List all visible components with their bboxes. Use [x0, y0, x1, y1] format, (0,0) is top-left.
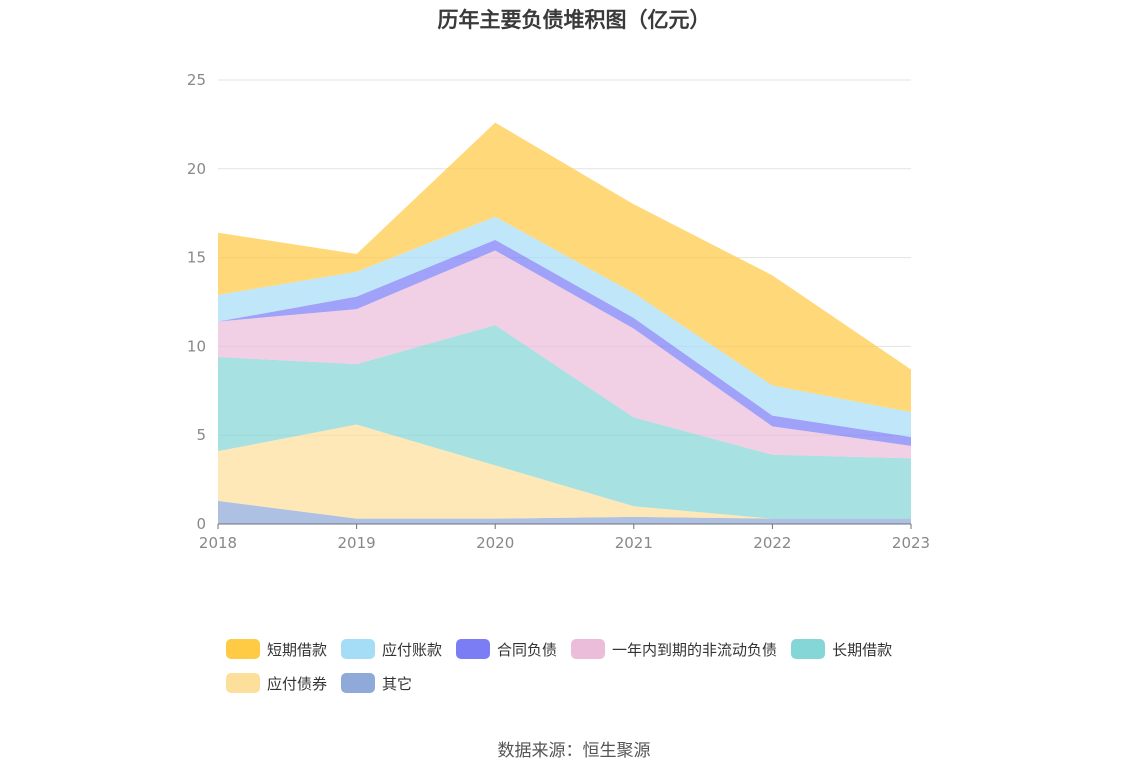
- area-series: [218, 250, 911, 459]
- area-series: [218, 239, 911, 446]
- legend-label: 其它: [382, 674, 413, 693]
- legend-item[interactable]: 短期借款: [226, 638, 327, 660]
- chart-title: 历年主要负债堆积图（亿元）: [437, 8, 711, 32]
- legend-item[interactable]: 长期借款: [791, 638, 892, 660]
- x-tick-label: 2023: [892, 534, 930, 552]
- plot-area: 0 5 10 15 20 25 2018 2019 2020 2021 2022 2023: [187, 71, 930, 552]
- y-tick-label: 20: [187, 160, 206, 178]
- legend-swatch: [571, 639, 606, 659]
- legend-item[interactable]: 一年内到期的非流动负债: [571, 638, 777, 660]
- legend-label: 应付债券: [267, 674, 328, 693]
- source-note: 数据来源：恒生聚源: [497, 741, 651, 761]
- legend-swatch: [456, 639, 491, 659]
- legend: 短期借款 应付账款 合同负债 一年内到期的非流动负债 长期借款应付债券 其它: [226, 638, 946, 694]
- x-tick-label: 2019: [338, 534, 376, 552]
- legend-label: 长期借款: [832, 640, 893, 659]
- area-series: [218, 122, 911, 413]
- area-series: [218, 216, 911, 437]
- legend-swatch: [226, 673, 260, 693]
- legend-label: 合同负债: [497, 640, 558, 659]
- legend-item[interactable]: 合同负债: [456, 638, 557, 660]
- area-series: [218, 424, 911, 519]
- legend-item[interactable]: 应付债券: [226, 672, 327, 694]
- legend-swatch: [791, 639, 826, 659]
- area-series: [218, 325, 911, 519]
- area-series: [218, 500, 911, 524]
- legend-swatch: [341, 639, 376, 659]
- legend-item[interactable]: 应付账款: [341, 638, 442, 660]
- y-tick-label: 10: [187, 337, 206, 355]
- legend-item[interactable]: 其它: [341, 672, 412, 694]
- legend-swatch: [341, 673, 376, 693]
- legend-label: 应付账款: [382, 640, 443, 659]
- x-tick-label: 2022: [753, 534, 791, 552]
- legend-swatch: [226, 639, 260, 659]
- y-tick-label: 15: [187, 249, 206, 267]
- x-tick-label: 2021: [615, 534, 653, 552]
- y-tick-label: 25: [187, 71, 206, 89]
- x-tick-label: 2020: [476, 534, 514, 552]
- x-tick-label: 2018: [199, 534, 237, 552]
- y-tick-label: 5: [196, 426, 206, 444]
- legend-label: 短期借款: [267, 640, 328, 659]
- y-tick-label: 0: [196, 515, 206, 533]
- legend-label: 一年内到期的非流动负债: [612, 640, 778, 659]
